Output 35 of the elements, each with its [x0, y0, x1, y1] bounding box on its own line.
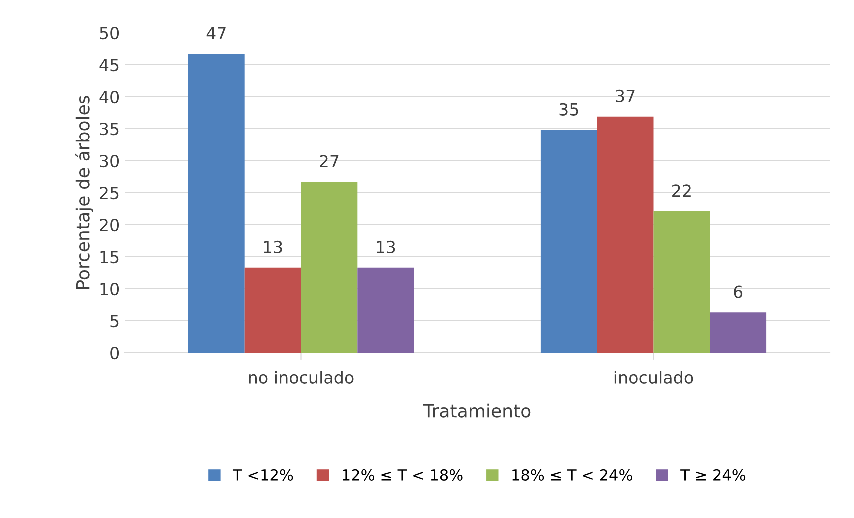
data-label: 37: [616, 90, 635, 102]
bar: [710, 312, 767, 353]
data-label: 22: [672, 184, 691, 197]
legend-label: 18% ≤ T < 24%: [512, 469, 632, 481]
bar: [301, 182, 358, 353]
data-label: 6: [734, 286, 743, 298]
y-tick-label: 10: [100, 282, 120, 296]
bar: [188, 54, 245, 353]
y-tick-label: 30: [100, 154, 120, 168]
legend-label: T ≥ 24%: [680, 469, 746, 481]
data-label: 27: [320, 155, 339, 168]
y-tick-label: 20: [100, 218, 120, 232]
y-tick-label: 50: [100, 26, 120, 40]
y-tick-label: 15: [100, 251, 119, 264]
data-label: 13: [264, 240, 282, 254]
legend-label: 12% ≤ T < 18%: [343, 469, 463, 481]
y-tick-label: 5: [110, 315, 119, 328]
data-label: 47: [206, 27, 226, 40]
bar: [654, 212, 710, 353]
x-tick-label: no inoculado: [249, 371, 354, 384]
y-tick-label: 40: [100, 90, 120, 104]
data-label: 13: [377, 240, 396, 254]
bar: [540, 130, 598, 353]
y-tick-label: 45: [100, 59, 119, 72]
y-axis-title: Porcentaje de árboles: [75, 96, 94, 290]
y-tick-label: 0: [110, 346, 120, 360]
bar: [358, 268, 414, 353]
x-tick-label: inoculado: [614, 371, 694, 384]
x-axis-title: Tratamiento: [423, 404, 531, 418]
y-tick-label: 35: [100, 122, 119, 136]
bar: [244, 268, 302, 353]
y-tick-label: 25: [100, 186, 119, 200]
data-label: 35: [560, 103, 578, 116]
bar: [597, 116, 654, 353]
legend-label: T <12%: [232, 469, 294, 481]
